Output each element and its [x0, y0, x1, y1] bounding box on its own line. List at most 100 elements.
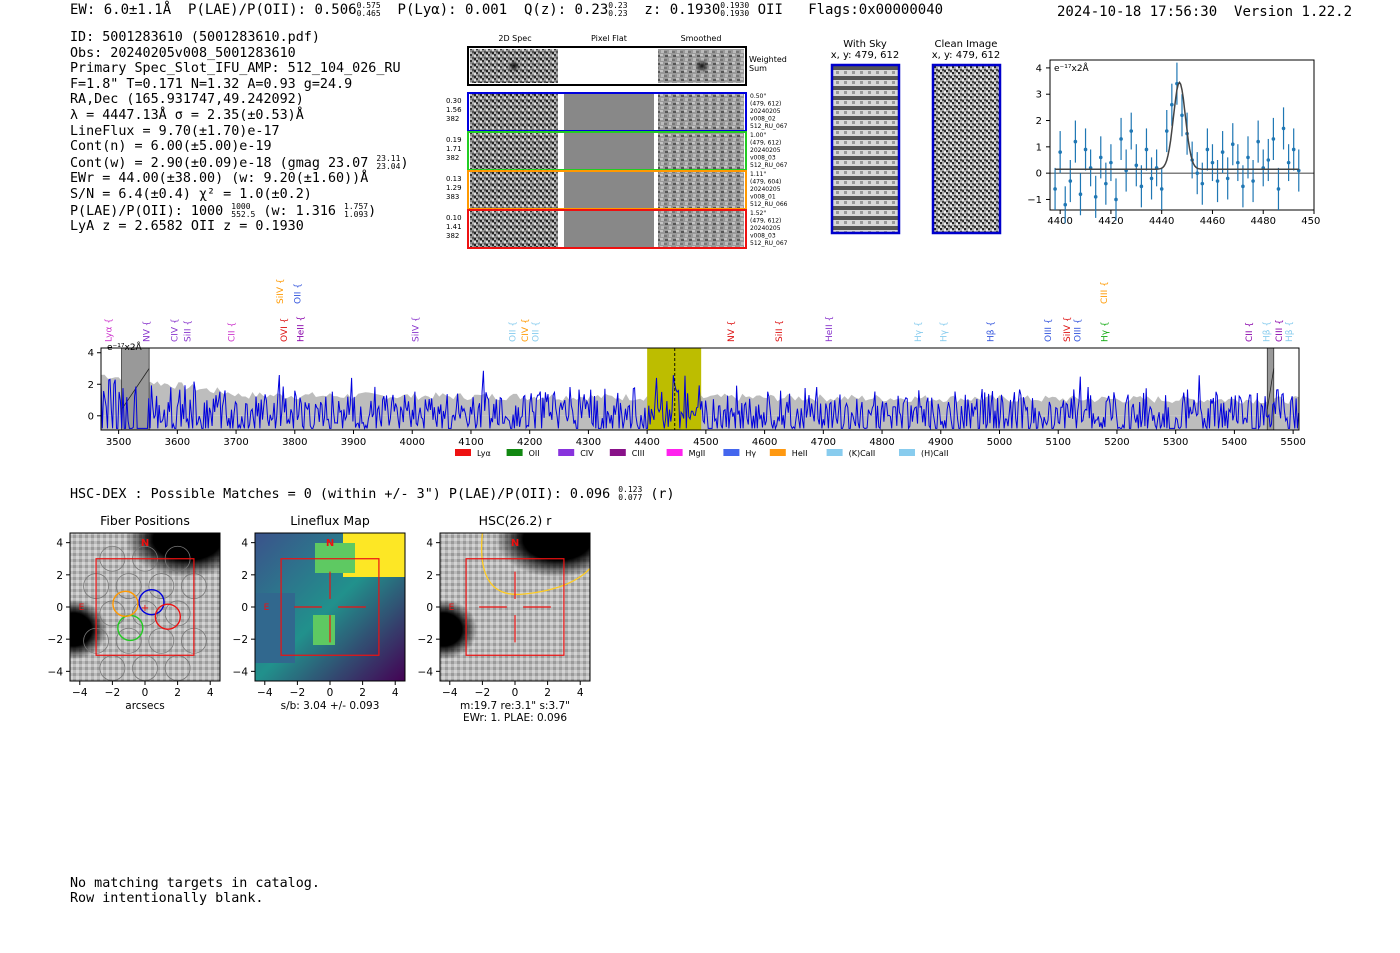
zoom-spectrum-chart: 4400 4420 4440 4460 4480 4500 −1 0 1 2 3 4 e⁻¹⁷x2Å [1027, 59, 1320, 227]
panel-ytick: −2 [418, 634, 433, 646]
zoom-point [1129, 129, 1134, 133]
spectrum-xtick: 3900 [341, 437, 366, 448]
zoom-point [1164, 129, 1169, 133]
cutout-weight: 1.41 [446, 223, 462, 231]
panel-ytick: 2 [241, 570, 248, 582]
panel-xtick: 0 [142, 687, 149, 699]
zoom-ytick: 2 [1036, 116, 1042, 127]
zoom-point [1063, 202, 1068, 207]
ew-value: EW: 6.0±1.1Å [70, 2, 172, 18]
svg-text:OII: OII [529, 449, 540, 458]
cutout-detail: v008_02 [750, 116, 776, 123]
panel-ytick: 4 [56, 538, 63, 550]
svg-text:CIV: CIV [580, 449, 594, 458]
spectrum-line [100, 370, 1300, 431]
cutout-weight: 1.56 [446, 106, 462, 114]
spectrum-ytick: 2 [88, 380, 94, 391]
fiber-circle [115, 573, 142, 599]
cutout-detail: 1.52" [750, 210, 766, 217]
zoom-xtick: 4420 [1098, 216, 1123, 227]
cutout-detail: v008_03 [750, 155, 776, 162]
emission-line-label: CIV { [170, 318, 180, 342]
emission-line-label: HeII { [297, 316, 307, 342]
panel-xtick: 2 [174, 687, 181, 699]
zoom-xtick: 4440 [1149, 216, 1174, 227]
cutout-detail: 512_RU_066 [750, 201, 788, 208]
zoom-point [1170, 102, 1174, 107]
zoom-point [1134, 163, 1139, 168]
info-contn: Cont(n) = 6.00(±5.00)e-19 [70, 139, 272, 155]
cutout-weight: 382 [446, 115, 459, 123]
cutout-detail: 512_RU_067 [750, 162, 788, 169]
plya-value: P(Lyα): 0.001 [397, 2, 508, 18]
cutout-detail: 20240205 [750, 147, 781, 154]
zoom-point [1180, 113, 1184, 118]
panel-ytick: 4 [426, 538, 433, 550]
cutout-detail: v008_01 [750, 194, 776, 201]
emission-line-label: SiII { [775, 320, 785, 342]
header-summary: EW: 6.0±1.1Å P(LAE)/P(OII): 0.506 0.575 0.… [70, 1, 944, 19]
panel-xtick: 4 [577, 687, 584, 699]
panel-title: HSC(26.2) r [479, 513, 553, 528]
emission-line-label: NV { [143, 321, 153, 342]
emission-line-label: SiIV { [276, 278, 286, 304]
fiber-circle [138, 588, 165, 616]
zoom-point [1225, 176, 1230, 181]
info-plae: P(LAE)/P(OII): 1000 1000 552.5 (w: 1.316 … [70, 201, 377, 219]
info-lambda: λ = 4447.13Å σ = 2.35(±0.53)Å [70, 107, 304, 123]
spectrum-xtick: 4700 [811, 437, 836, 448]
emission-line-label: Hγ { [914, 321, 924, 342]
zoom-point [1215, 179, 1220, 183]
zoom-point [1281, 126, 1286, 131]
zoom-point [1286, 160, 1291, 165]
zoom-point [1093, 195, 1098, 199]
with-sky-title: With Sky [843, 39, 887, 50]
full-spectrum-chart: 3500 3600 3700 3800 3900 4000 4100 4200 4300 4400… [88, 278, 1306, 458]
zoom-point [1266, 158, 1271, 162]
spectrum-xtick: 4000 [400, 437, 425, 448]
panel-ytick: −2 [48, 634, 63, 646]
panel-xtick: 0 [327, 687, 334, 699]
info-fparams: F=1.8" T=0.171 N=1.32 A=0.93 g=24.9 [70, 76, 353, 92]
fiber-circle [148, 573, 175, 599]
col-pixel-flat: Pixel Flat [591, 34, 627, 43]
cutout-detail: 20240205 [750, 108, 781, 115]
spectrum-xtick: 5200 [1104, 437, 1129, 448]
spectrum-xtick: 5100 [1045, 437, 1070, 448]
east-label: E [264, 603, 270, 613]
spectrum-xtick: 4100 [458, 437, 483, 448]
zoom-point [1236, 160, 1240, 165]
search-box [465, 558, 565, 656]
cutout-detail: 1.11" [750, 171, 766, 178]
cutout-detail: (479, 612) [750, 101, 781, 108]
fiber-circle [112, 590, 139, 617]
zoom-point [1200, 181, 1205, 186]
zoom-point [1210, 160, 1215, 165]
north-label: N [141, 538, 149, 549]
zoom-point [1251, 179, 1255, 183]
info-lya-z: LyA z = 2.6582 OII z = 0.1930 [70, 219, 304, 235]
svg-text:(H)CaII: (H)CaII [921, 449, 948, 458]
emission-line-label: OVI { [280, 318, 290, 342]
cutout-detail: 20240205 [750, 225, 781, 232]
info-primary: Primary Spec_Slot_IFU_AMP: 512_104_026_R… [70, 61, 401, 77]
legend-item: HeII [769, 449, 807, 458]
zoom-xtick: 4460 [1200, 216, 1225, 227]
spectrum-xtick: 3600 [165, 437, 190, 448]
detection-info: ID: 5001283610 (5001283610.pdf) Obs: 202… [70, 30, 409, 235]
zoom-xtick: 4480 [1251, 216, 1276, 227]
panel-xtick: −2 [475, 687, 490, 699]
line-highlight-region [647, 348, 702, 430]
panel-ytick: −4 [418, 666, 434, 678]
spectrum-xtick: 3700 [223, 437, 248, 448]
cutout-weight: 1.29 [446, 184, 462, 192]
cutout-detail: (479, 612) [750, 218, 781, 225]
emission-line-label: Hβ { [987, 321, 997, 342]
spectrum-xtick: 4500 [693, 437, 718, 448]
svg-text:CIII: CIII [632, 449, 645, 458]
zoom-ytick: 0 [1036, 169, 1042, 180]
panel-xtick: −4 [442, 687, 458, 699]
